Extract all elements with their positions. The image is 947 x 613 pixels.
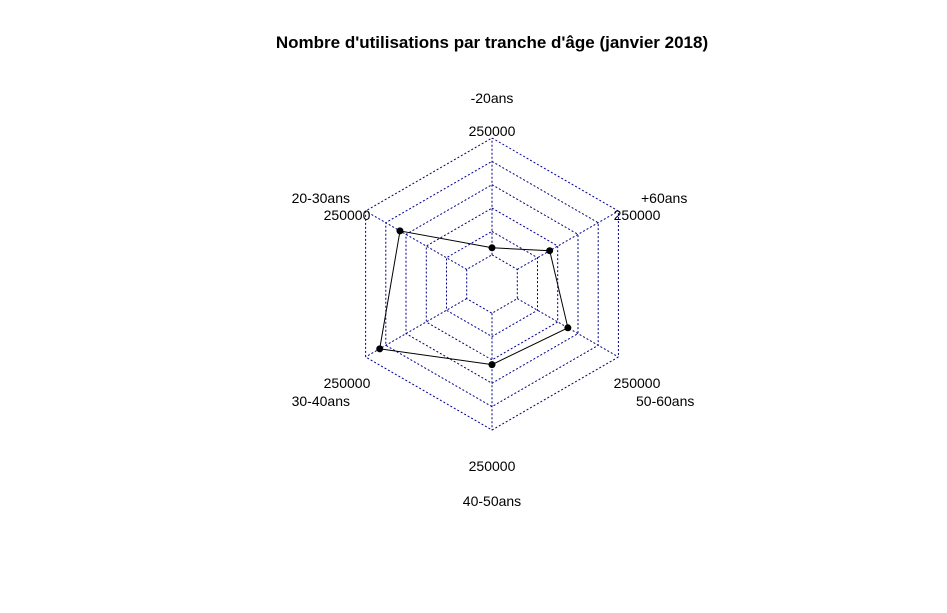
- axis-max-label-20-30ans: 250000: [324, 207, 371, 223]
- data-point--20ans: [488, 244, 496, 252]
- category-label-50-60ans: 50-60ans: [636, 393, 694, 409]
- data-point-30-40ans: [376, 345, 384, 353]
- data-point-+60ans: [546, 247, 554, 255]
- axis-line-2: [517, 298, 619, 358]
- grid-ring-1: [466, 254, 518, 314]
- category-label-+60ans: +60ans: [641, 190, 687, 206]
- radar-series: [376, 227, 572, 369]
- chart-title: Nombre d'utilisations par tranche d'âge …: [276, 33, 708, 52]
- axis-max-label-30-40ans: 250000: [324, 375, 371, 391]
- data-point-50-60ans: [564, 324, 572, 332]
- category-label-20-30ans: 20-30ans: [292, 190, 350, 206]
- axis-line-5: [365, 210, 467, 270]
- grid-ring-4: [405, 184, 579, 384]
- data-point-20-30ans: [396, 227, 404, 235]
- axis-line-1: [517, 210, 619, 270]
- axis-max-label--20ans: 250000: [469, 123, 516, 139]
- category-label-40-50ans: 40-50ans: [463, 493, 521, 509]
- axis-max-label-50-60ans: 250000: [614, 375, 661, 391]
- grid-ring-2: [446, 230, 538, 338]
- axis-max-label-+60ans: 250000: [614, 207, 661, 223]
- radar-labels: -20ans250000+60ans25000050-60ans25000040…: [292, 90, 695, 509]
- series-polygon-0: [379, 230, 569, 366]
- radar-axes: [365, 138, 619, 430]
- category-label-30-40ans: 30-40ans: [292, 393, 350, 409]
- axis-max-label-40-50ans: 250000: [469, 458, 516, 474]
- category-label--20ans: -20ans: [471, 90, 514, 106]
- data-point-40-50ans: [488, 361, 496, 369]
